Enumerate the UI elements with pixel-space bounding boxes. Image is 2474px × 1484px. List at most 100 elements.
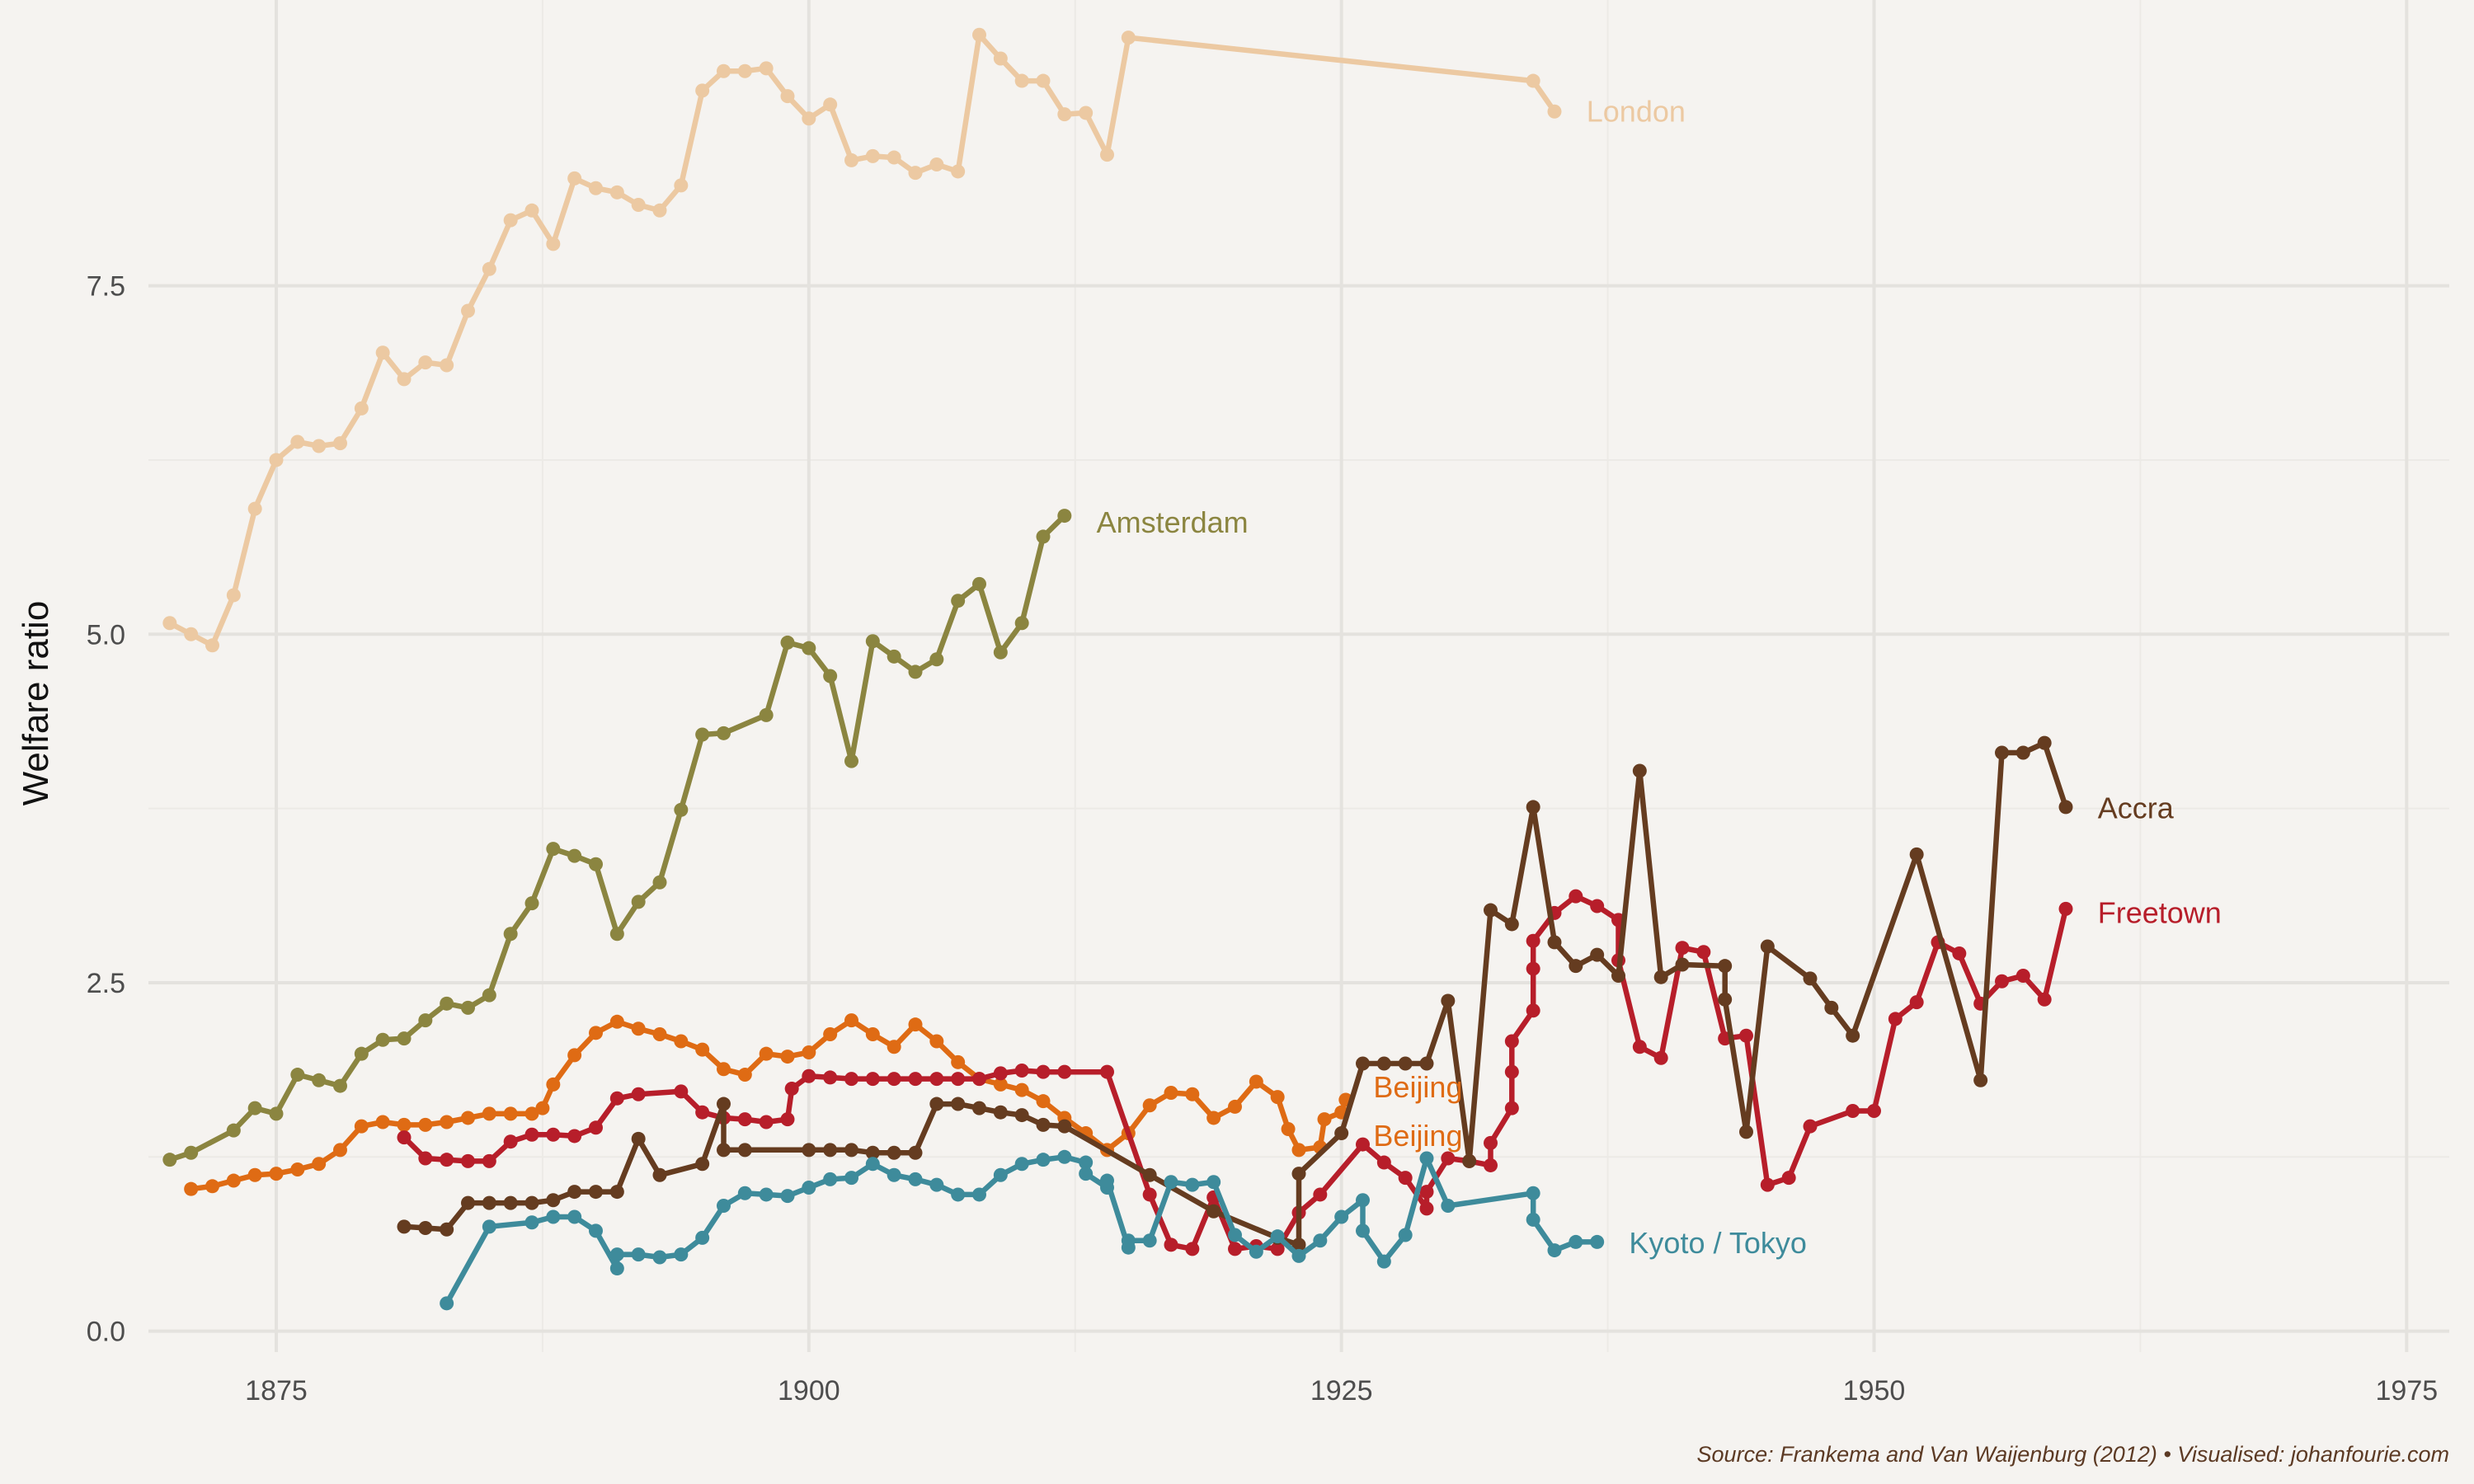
y-tick-label: 0.0: [87, 1317, 125, 1348]
data-point: [1376, 1254, 1391, 1269]
data-point: [802, 641, 816, 655]
data-point: [717, 1198, 731, 1213]
data-point: [1909, 995, 1924, 1010]
data-point: [1206, 1204, 1221, 1219]
data-point: [589, 181, 603, 195]
data-point: [1228, 1099, 1242, 1114]
data-point: [780, 89, 795, 104]
data-point: [695, 83, 710, 98]
data-point: [844, 1171, 858, 1186]
data-point: [929, 1034, 944, 1049]
data-point: [1632, 1040, 1647, 1054]
data-point: [908, 1172, 923, 1186]
data-point: [929, 1177, 944, 1192]
data-point: [1569, 1234, 1583, 1249]
data-point: [1398, 1056, 1413, 1071]
data-point: [1846, 1028, 1860, 1043]
data-point: [1632, 763, 1647, 778]
data-point: [440, 1153, 454, 1167]
data-point: [1846, 1104, 1860, 1119]
data-point: [503, 213, 518, 228]
series-label-freetown: Freetown: [2098, 895, 2222, 929]
data-point: [1270, 1229, 1285, 1244]
data-point: [1526, 933, 1540, 948]
data-point: [567, 171, 582, 186]
data-point: [823, 1172, 838, 1186]
data-point: [546, 1077, 561, 1092]
data-point: [865, 1027, 880, 1042]
data-point: [652, 1167, 667, 1182]
series-freetown: [397, 889, 2073, 1256]
data-point: [1526, 73, 1540, 88]
data-point: [184, 627, 199, 641]
data-point: [1653, 970, 1668, 984]
data-point: [780, 635, 795, 650]
axis-tick-labels: 1875 1900 1925 1950 1975 0.0 2.5 5.0 7.5: [87, 271, 2438, 1407]
data-point: [737, 1068, 752, 1082]
data-point: [844, 754, 858, 768]
data-point: [1484, 1158, 1498, 1172]
x-tick-label: 1875: [245, 1375, 308, 1407]
data-point: [1526, 1186, 1540, 1200]
data-point: [695, 1105, 710, 1120]
data-point: [1079, 1167, 1094, 1181]
series-lines: [162, 27, 2073, 1311]
data-point: [418, 1221, 433, 1236]
data-point: [1653, 1050, 1668, 1065]
data-point: [1281, 1121, 1296, 1136]
data-point: [1504, 1064, 1519, 1079]
data-point: [717, 1097, 731, 1111]
data-point: [929, 652, 944, 667]
data-point: [312, 1157, 327, 1172]
data-point: [184, 1181, 199, 1196]
data-point: [1206, 1111, 1221, 1125]
data-point: [1484, 903, 1498, 918]
data-point: [908, 1145, 923, 1160]
data-point: [759, 1187, 774, 1202]
data-point: [1995, 974, 2009, 989]
data-point: [695, 1157, 710, 1172]
data-point: [2058, 800, 2073, 815]
data-point: [1504, 1034, 1519, 1049]
data-point: [1291, 1143, 1306, 1158]
data-point: [1291, 1167, 1306, 1181]
data-point: [1675, 957, 1690, 972]
data-point: [865, 1145, 880, 1160]
data-point: [823, 1027, 838, 1042]
data-point: [1739, 1125, 1753, 1139]
data-point: [844, 1143, 858, 1158]
data-point: [609, 1247, 624, 1262]
data-point: [589, 1120, 603, 1135]
data-point: [1249, 1244, 1263, 1259]
data-point: [2015, 969, 2030, 984]
data-point: [1079, 1155, 1094, 1170]
data-point: [546, 237, 561, 251]
data-point: [1441, 993, 1456, 1008]
data-point: [1419, 1151, 1434, 1166]
series-kyoto-tokyo: [440, 1149, 1605, 1311]
data-point: [737, 1143, 752, 1158]
data-point: [1356, 1193, 1370, 1208]
series-line-beijing: [188, 1017, 1349, 1192]
data-point: [1014, 73, 1029, 88]
data-point: [1228, 1242, 1242, 1256]
series-label-beijing: Beijing: [1373, 1070, 1462, 1104]
data-point: [1803, 1119, 1818, 1134]
data-point: [844, 1072, 858, 1087]
y-tick-label: 2.5: [87, 968, 125, 999]
data-point: [226, 1123, 241, 1138]
data-point: [1590, 947, 1605, 962]
data-point: [1547, 1243, 1562, 1258]
data-point: [1675, 941, 1690, 956]
data-point: [333, 1078, 347, 1093]
data-point: [524, 896, 539, 911]
data-point: [609, 1014, 624, 1029]
data-point: [759, 1046, 774, 1061]
data-point: [1909, 847, 1924, 862]
data-point: [546, 1127, 561, 1142]
data-point: [1270, 1090, 1285, 1105]
data-point: [652, 1250, 667, 1265]
data-point: [1547, 935, 1562, 950]
data-point: [1334, 1209, 1349, 1224]
